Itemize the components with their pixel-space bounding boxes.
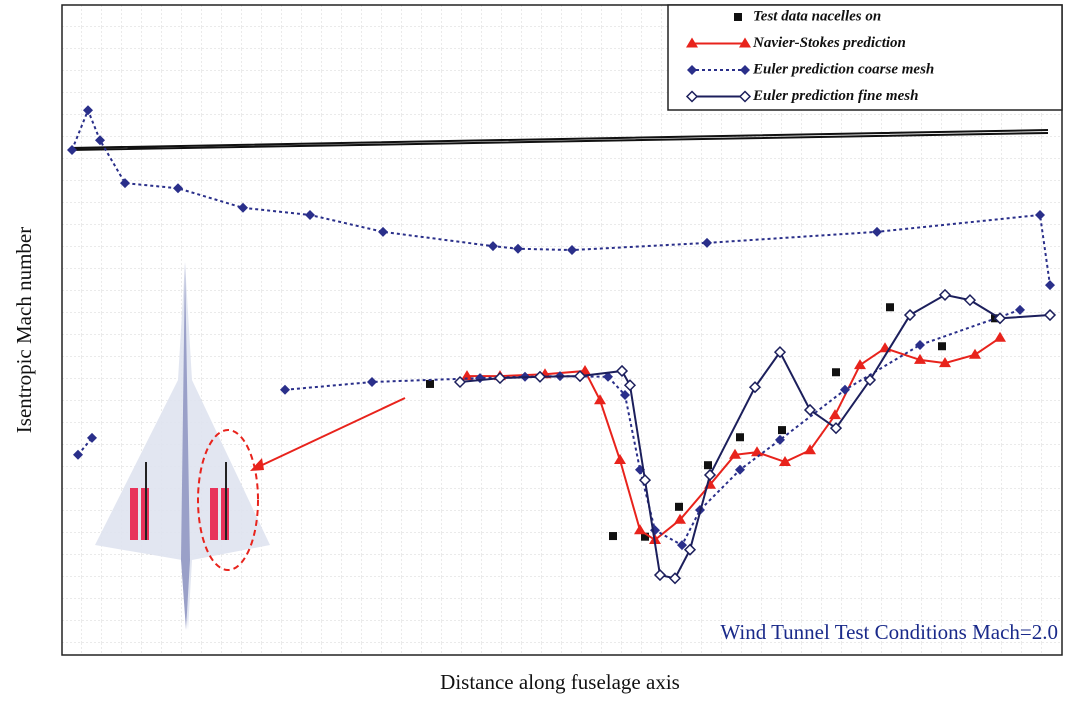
marker — [739, 37, 751, 48]
legend-label: Test data nacelles on — [753, 8, 881, 24]
marker — [804, 444, 816, 455]
marker — [609, 532, 617, 541]
marker — [1043, 308, 1057, 322]
reference-line — [69, 129, 1049, 151]
marker — [674, 513, 686, 524]
marker — [461, 370, 473, 381]
legend-label: Euler prediction coarse mesh — [752, 61, 934, 77]
marker — [703, 468, 717, 482]
marker — [668, 572, 682, 585]
marker — [367, 377, 377, 387]
marker — [683, 543, 697, 556]
marker — [832, 368, 840, 377]
marker — [675, 502, 683, 511]
marker — [615, 364, 629, 378]
marker — [603, 371, 613, 382]
marker — [614, 454, 626, 464]
marker — [735, 464, 745, 475]
annotation: Wind Tunnel Test Conditions Mach=2.0 — [720, 620, 1058, 644]
marker — [173, 183, 183, 194]
marker — [623, 379, 637, 392]
marker — [677, 540, 687, 551]
marker — [993, 312, 1007, 325]
marker — [653, 568, 667, 582]
marker — [736, 433, 744, 442]
marker — [863, 373, 877, 387]
legend-label: Euler prediction fine mesh — [752, 88, 918, 104]
marker — [886, 303, 894, 312]
aircraft-illustration — [95, 262, 406, 630]
marker — [1015, 304, 1025, 315]
marker — [426, 379, 434, 388]
marker — [73, 449, 83, 460]
marker — [685, 90, 699, 103]
marker — [914, 353, 926, 364]
marker — [829, 409, 841, 420]
marker — [740, 65, 750, 75]
marker — [751, 446, 763, 457]
marker — [969, 348, 981, 359]
marker — [638, 474, 652, 487]
marker — [738, 90, 752, 103]
marker — [67, 144, 77, 155]
marker — [779, 455, 791, 466]
marker — [734, 13, 742, 21]
marker — [854, 359, 866, 370]
marker — [513, 243, 523, 254]
marker — [938, 288, 952, 301]
marker — [686, 37, 698, 48]
marker — [938, 342, 946, 351]
marker — [83, 105, 93, 116]
y-axis-label: Isentropic Mach number — [12, 227, 36, 433]
marker — [1035, 209, 1045, 220]
legend-label: Navier-Stokes prediction — [752, 35, 906, 51]
marker — [872, 226, 882, 237]
marker — [620, 390, 630, 400]
marker — [963, 294, 977, 307]
legend — [667, 4, 1063, 111]
marker — [641, 532, 649, 541]
marker — [803, 403, 817, 417]
marker — [95, 135, 105, 146]
marker — [748, 381, 762, 394]
marker — [573, 370, 587, 383]
marker — [594, 394, 606, 405]
marker — [378, 226, 388, 237]
marker — [775, 434, 785, 445]
marker — [533, 370, 547, 383]
marker — [778, 426, 786, 435]
marker — [238, 202, 248, 213]
x-axis-label: Distance along fuselage axis — [440, 670, 680, 694]
marker — [567, 245, 577, 256]
marker — [687, 65, 697, 75]
marker — [702, 237, 712, 248]
marker — [1045, 280, 1055, 291]
marker — [488, 241, 498, 252]
marker — [634, 524, 646, 535]
marker — [87, 432, 97, 443]
marker — [994, 331, 1006, 342]
marker — [939, 357, 951, 368]
marker — [829, 422, 843, 435]
marker — [729, 448, 741, 459]
marker — [120, 178, 130, 189]
marker — [903, 308, 917, 322]
marker — [840, 384, 850, 395]
marker — [305, 209, 315, 220]
marker — [453, 375, 467, 389]
marker — [915, 339, 925, 350]
marker — [773, 346, 787, 359]
marker — [704, 461, 712, 470]
marker — [280, 384, 290, 395]
marker — [493, 372, 507, 385]
